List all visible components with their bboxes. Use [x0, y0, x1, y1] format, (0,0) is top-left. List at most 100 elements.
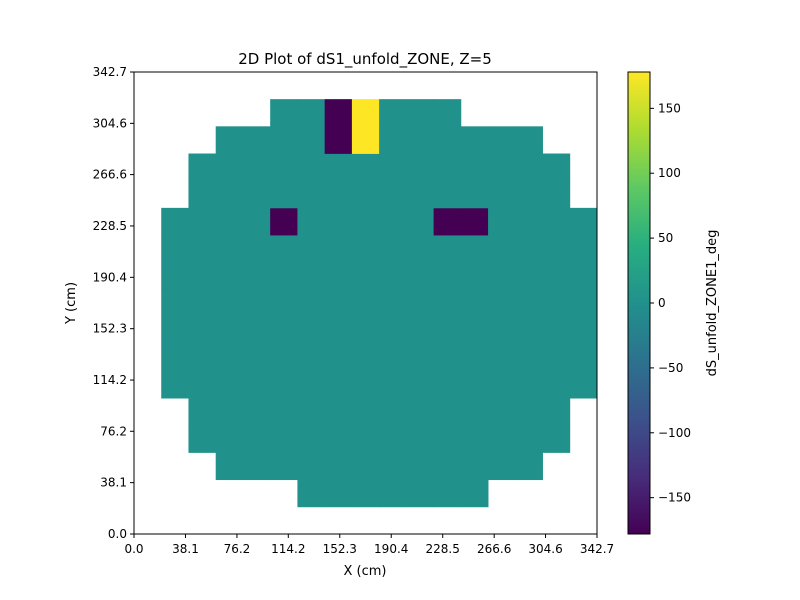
- heatmap-cell: [460, 207, 489, 236]
- heatmap-cell: [242, 235, 271, 263]
- heatmap-cell: [488, 398, 516, 426]
- heatmap-cell: [188, 370, 217, 399]
- heatmap-cell: [379, 425, 407, 453]
- heatmap-cell: [379, 235, 407, 263]
- heatmap-cell: [379, 153, 407, 182]
- heatmap-cell: [297, 370, 326, 399]
- heatmap-cell: [460, 289, 489, 317]
- heatmap-cell: [406, 235, 435, 263]
- y-tick-label: 304.6: [93, 116, 127, 130]
- heatmap-cell: [542, 370, 571, 399]
- heatmap-cell: [488, 289, 516, 317]
- heatmap-cell: [188, 316, 217, 345]
- heatmap-cell: [515, 235, 543, 263]
- heatmap-cell: [406, 316, 435, 345]
- heatmap-cell: [324, 398, 353, 426]
- heatmap-cell: [324, 425, 353, 453]
- heatmap-cell: [488, 343, 516, 372]
- x-tick-label: 342.7: [580, 542, 614, 556]
- heatmap-cell: [542, 316, 571, 345]
- heatmap-cell: [406, 289, 435, 317]
- heatmap-cell: [569, 343, 598, 372]
- heatmap-cell: [297, 207, 326, 236]
- heatmap-cell: [569, 289, 598, 317]
- heatmap-cell: [188, 180, 217, 209]
- heatmap-cell: [297, 343, 326, 372]
- heatmap-cell: [161, 207, 189, 236]
- heatmap-cell: [542, 207, 571, 236]
- heatmap-cell: [297, 289, 326, 317]
- colorbar-tick-label: 0: [658, 296, 666, 310]
- heatmap-cell: [488, 425, 516, 453]
- heatmap-cell: [515, 398, 543, 426]
- heatmap-cell: [324, 153, 353, 182]
- heatmap-cell: [242, 180, 271, 209]
- heatmap-cell: [460, 126, 489, 154]
- heatmap-cell: [488, 180, 516, 209]
- heatmap-cell: [215, 235, 244, 263]
- colorbar-tick-label: 100: [658, 166, 681, 180]
- y-tick-label: 152.3: [93, 322, 127, 336]
- heatmap-cell: [215, 452, 244, 481]
- heatmap-cell: [379, 398, 407, 426]
- heatmap-cell: [242, 207, 271, 236]
- heatmap-cell: [324, 180, 353, 209]
- heatmap-cell: [242, 316, 271, 345]
- x-tick-label: 76.2: [224, 542, 251, 556]
- x-tick-label: 0.0: [124, 542, 143, 556]
- heatmap-cell: [351, 316, 380, 345]
- heatmap-cell: [351, 180, 380, 209]
- heatmap-cell: [188, 153, 217, 182]
- heatmap-cell: [542, 262, 571, 290]
- heatmap-cell: [297, 180, 326, 209]
- heatmap-cell: [379, 370, 407, 399]
- heatmap-cell: [379, 316, 407, 345]
- heatmap-cell: [324, 289, 353, 317]
- heatmap-cell: [515, 126, 543, 154]
- heatmap-cell: [324, 126, 353, 154]
- x-axis: 0.0 38.1 76.2 114.2 152.3 190.4 228.5 266.6 304.…: [124, 534, 614, 556]
- heatmap-cell: [215, 398, 244, 426]
- heatmap-cell: [542, 425, 571, 453]
- heatmap-cell: [460, 398, 489, 426]
- x-tick-label: 266.6: [477, 542, 511, 556]
- y-tick-label: 342.7: [93, 65, 127, 79]
- heatmap-cell: [351, 207, 380, 236]
- heatmap-cell: [406, 452, 435, 481]
- x-tick-label: 304.6: [528, 542, 562, 556]
- heatmap-cell: [406, 180, 435, 209]
- y-tick-label: 0.0: [108, 527, 127, 541]
- heatmap-cell: [460, 153, 489, 182]
- heatmap-cell: [488, 207, 516, 236]
- heatmap-cell: [270, 235, 298, 263]
- heatmap-cell: [215, 126, 244, 154]
- heatmap-cell: [215, 316, 244, 345]
- heatmap-cell: [215, 370, 244, 399]
- heatmap-cell: [215, 153, 244, 182]
- heatmap-cell: [569, 262, 598, 290]
- heatmap-cell: [460, 235, 489, 263]
- heatmap-cell: [460, 180, 489, 209]
- y-tick-label: 228.5: [93, 219, 127, 233]
- colorbar-tick-label: −50: [658, 361, 683, 375]
- x-tick-label: 152.3: [323, 542, 357, 556]
- heatmap-cell: [297, 316, 326, 345]
- heatmap-cell: [270, 343, 298, 372]
- heatmap-cell: [351, 398, 380, 426]
- heatmap-cell: [406, 479, 435, 508]
- y-tick-label: 266.6: [93, 168, 127, 182]
- heatmap-cell: [433, 262, 462, 290]
- heatmap-cell: [351, 153, 380, 182]
- heatmap-cell: [270, 370, 298, 399]
- heatmap-cell: [215, 180, 244, 209]
- heatmap-cell: [242, 370, 271, 399]
- heatmap-cell: [379, 479, 407, 508]
- heatmap-cell: [270, 99, 298, 127]
- heatmap-cell: [433, 370, 462, 399]
- heatmap-cell: [351, 343, 380, 372]
- heatmap-cell: [324, 235, 353, 263]
- heatmap-cell: [215, 262, 244, 290]
- heatmap-cell: [242, 153, 271, 182]
- y-tick-label: 114.2: [93, 373, 127, 387]
- heatmap-cell: [569, 316, 598, 345]
